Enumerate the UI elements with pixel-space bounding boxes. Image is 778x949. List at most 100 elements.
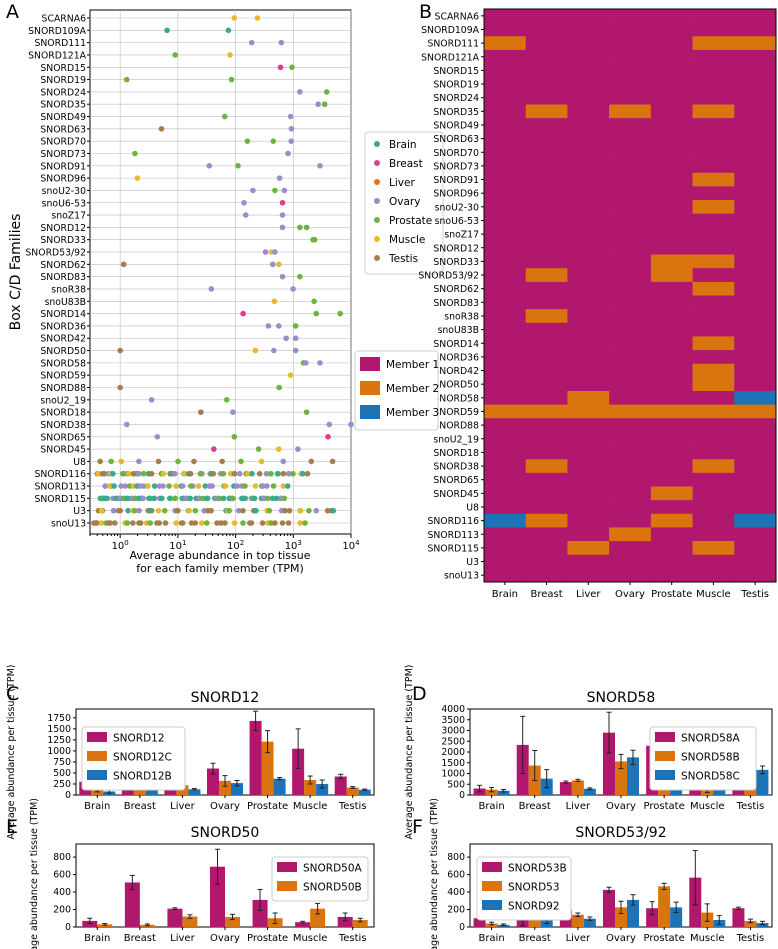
heat-row-label: SNORD121A — [421, 52, 480, 63]
bar-SNORD53B — [473, 918, 486, 927]
y-tick-label: SNORD42 — [40, 334, 86, 345]
chart-title: SNORD12 — [191, 690, 260, 706]
heat-cell — [609, 9, 652, 23]
heat-cell — [734, 527, 777, 542]
point-brain — [158, 495, 165, 502]
heat-cell — [734, 418, 777, 433]
point-ovary — [140, 495, 146, 502]
point-prostate — [323, 89, 330, 95]
point-testis — [272, 520, 278, 526]
point-ovary — [110, 507, 117, 514]
point-muscle — [227, 52, 233, 58]
point-muscle — [173, 483, 179, 489]
heat-cell — [609, 77, 652, 92]
point-prostate — [265, 495, 271, 502]
heat-cell — [609, 431, 652, 446]
x-axis-label: Average abundance in top tissue — [130, 549, 311, 562]
heat-cell — [650, 172, 693, 187]
heat-cell — [692, 554, 735, 569]
point-muscle — [244, 470, 251, 477]
x-tick-label: Ovary — [210, 801, 240, 812]
y-tick-label: SNORD19 — [40, 75, 86, 86]
bar-SNORD58A — [603, 732, 615, 795]
y-tick-label: SNORD65 — [40, 432, 86, 443]
panel-letter-C: C — [6, 683, 19, 705]
point-ovary — [283, 335, 289, 342]
point-prostate — [200, 495, 206, 502]
point-testis — [136, 520, 142, 526]
heat-cell — [692, 541, 735, 556]
y-tick-label: snoU2_19 — [40, 395, 86, 406]
point-ovary — [234, 483, 241, 489]
x-tick-label: Breast — [519, 801, 551, 812]
heat-cell — [734, 336, 777, 351]
heat-cell — [484, 377, 527, 392]
heat-cell — [650, 472, 693, 487]
y-tick-label: SNORD88 — [40, 383, 86, 394]
x-tick-label: Brain — [84, 801, 110, 812]
y-tick-label: SNORD38 — [40, 420, 86, 431]
heat-cell — [692, 227, 735, 242]
heat-cell — [567, 445, 610, 460]
y-tick-label: SNORD33 — [40, 235, 86, 246]
heat-cell — [609, 527, 652, 542]
point-prostate — [292, 323, 299, 329]
heat-row-label: SNORD50 — [433, 380, 479, 391]
heat-cell — [567, 404, 610, 419]
point-muscle — [258, 458, 265, 465]
point-testis — [117, 347, 123, 354]
legend-swatch — [360, 381, 380, 395]
heat-cell — [484, 418, 527, 433]
x-tick-label: Ovary — [606, 933, 636, 944]
point-ovary — [287, 113, 294, 120]
heat-cell — [484, 200, 527, 214]
point-muscle — [107, 483, 113, 489]
bar-SNORD53 — [615, 907, 627, 927]
heat-col-label: Brain — [492, 589, 518, 600]
heat-cell — [692, 472, 735, 487]
bar-SNORD12C — [261, 741, 274, 795]
point-prostate — [120, 470, 126, 477]
y-tick-label: SNORD96 — [40, 174, 86, 185]
heat-row-label: SNORD63 — [433, 134, 479, 145]
heat-cell — [692, 431, 735, 446]
x-tick-label: Breast — [124, 933, 156, 944]
heat-cell — [525, 9, 568, 23]
legend-label: Member 1 — [386, 359, 439, 371]
bar-SNORD58B — [615, 761, 627, 795]
heat-cell — [567, 418, 610, 433]
heat-cell — [525, 568, 568, 583]
point-ovary — [280, 458, 287, 465]
heat-cell — [484, 77, 527, 92]
heat-cell — [650, 186, 693, 201]
heat-cell — [525, 377, 568, 392]
heat-cell — [734, 404, 777, 419]
bar-SNORD12C — [219, 780, 231, 795]
heat-cell — [525, 404, 568, 419]
heat-cell — [609, 295, 652, 310]
panel-a-frame — [89, 9, 352, 535]
bar-SNORD50A — [295, 922, 311, 927]
point-ovary — [276, 175, 283, 181]
point-prostate — [203, 520, 210, 526]
heat-cell — [734, 472, 777, 487]
heat-row-label: SNORD115 — [427, 543, 479, 554]
chart-title: SNORD53/92 — [575, 825, 666, 841]
x-tick-label: Brain — [478, 801, 504, 812]
point-prostate — [270, 138, 277, 144]
point-testis — [210, 470, 217, 477]
heat-cell — [734, 322, 777, 337]
legend-label: SNORD50B — [303, 882, 362, 894]
x-tick-label: Prostate — [247, 801, 288, 812]
point-brain — [251, 495, 258, 502]
heat-cell — [609, 309, 652, 324]
heat-cell — [650, 240, 693, 255]
heat-cell — [650, 131, 693, 146]
heat-cell — [650, 363, 693, 378]
point-ovary — [275, 323, 282, 329]
heat-cell — [609, 240, 652, 255]
point-brain — [284, 483, 291, 489]
heat-cell — [484, 104, 527, 119]
heat-row-label: SCARNA6 — [435, 11, 480, 22]
